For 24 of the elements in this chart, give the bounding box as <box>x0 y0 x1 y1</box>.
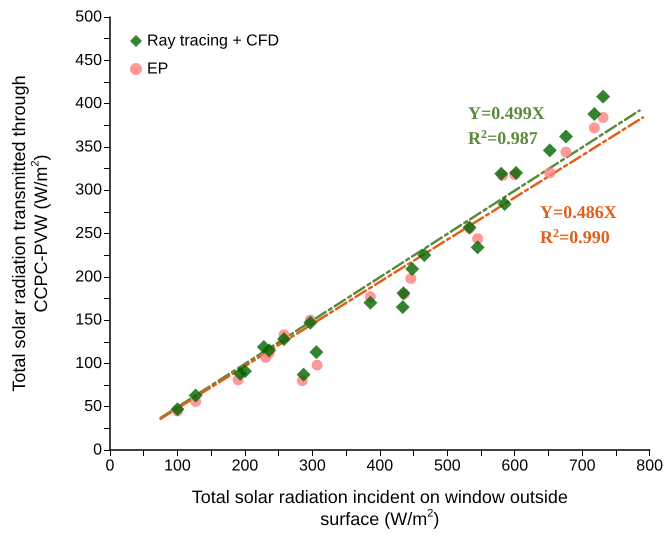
y-tick-label: 400 <box>75 95 102 112</box>
legend-label: Ray tracing + CFD <box>147 32 280 50</box>
y-tick-label: 500 <box>75 8 102 26</box>
y-tick-label: 100 <box>75 354 102 372</box>
y-tick-label: 450 <box>75 52 102 69</box>
x-tick-label: 400 <box>366 458 394 474</box>
x-tick-label: 800 <box>636 458 664 474</box>
y-tick-label: 50 <box>84 398 102 416</box>
annotation: Y=0.499X <box>468 103 545 123</box>
annotation: Y=0.486X <box>540 202 617 222</box>
x-tick-label: 0 <box>106 458 115 474</box>
x-tick-label: 300 <box>299 458 326 474</box>
x-tick-label: 100 <box>164 458 191 474</box>
x-tick-label: 600 <box>501 458 528 474</box>
x-tick-label: 200 <box>232 458 258 474</box>
y-tick-label: 0 <box>93 442 102 458</box>
legend-label: EP <box>147 60 168 78</box>
y-tick-label: 200 <box>75 268 102 286</box>
y-tick-label: 150 <box>75 312 102 329</box>
y-tick-label: 300 <box>75 182 102 199</box>
y-tick-label: 250 <box>75 225 102 242</box>
x-tick-label: 700 <box>568 458 596 474</box>
y-tick-label: 350 <box>75 138 102 156</box>
x-tick-label: 500 <box>434 458 461 474</box>
